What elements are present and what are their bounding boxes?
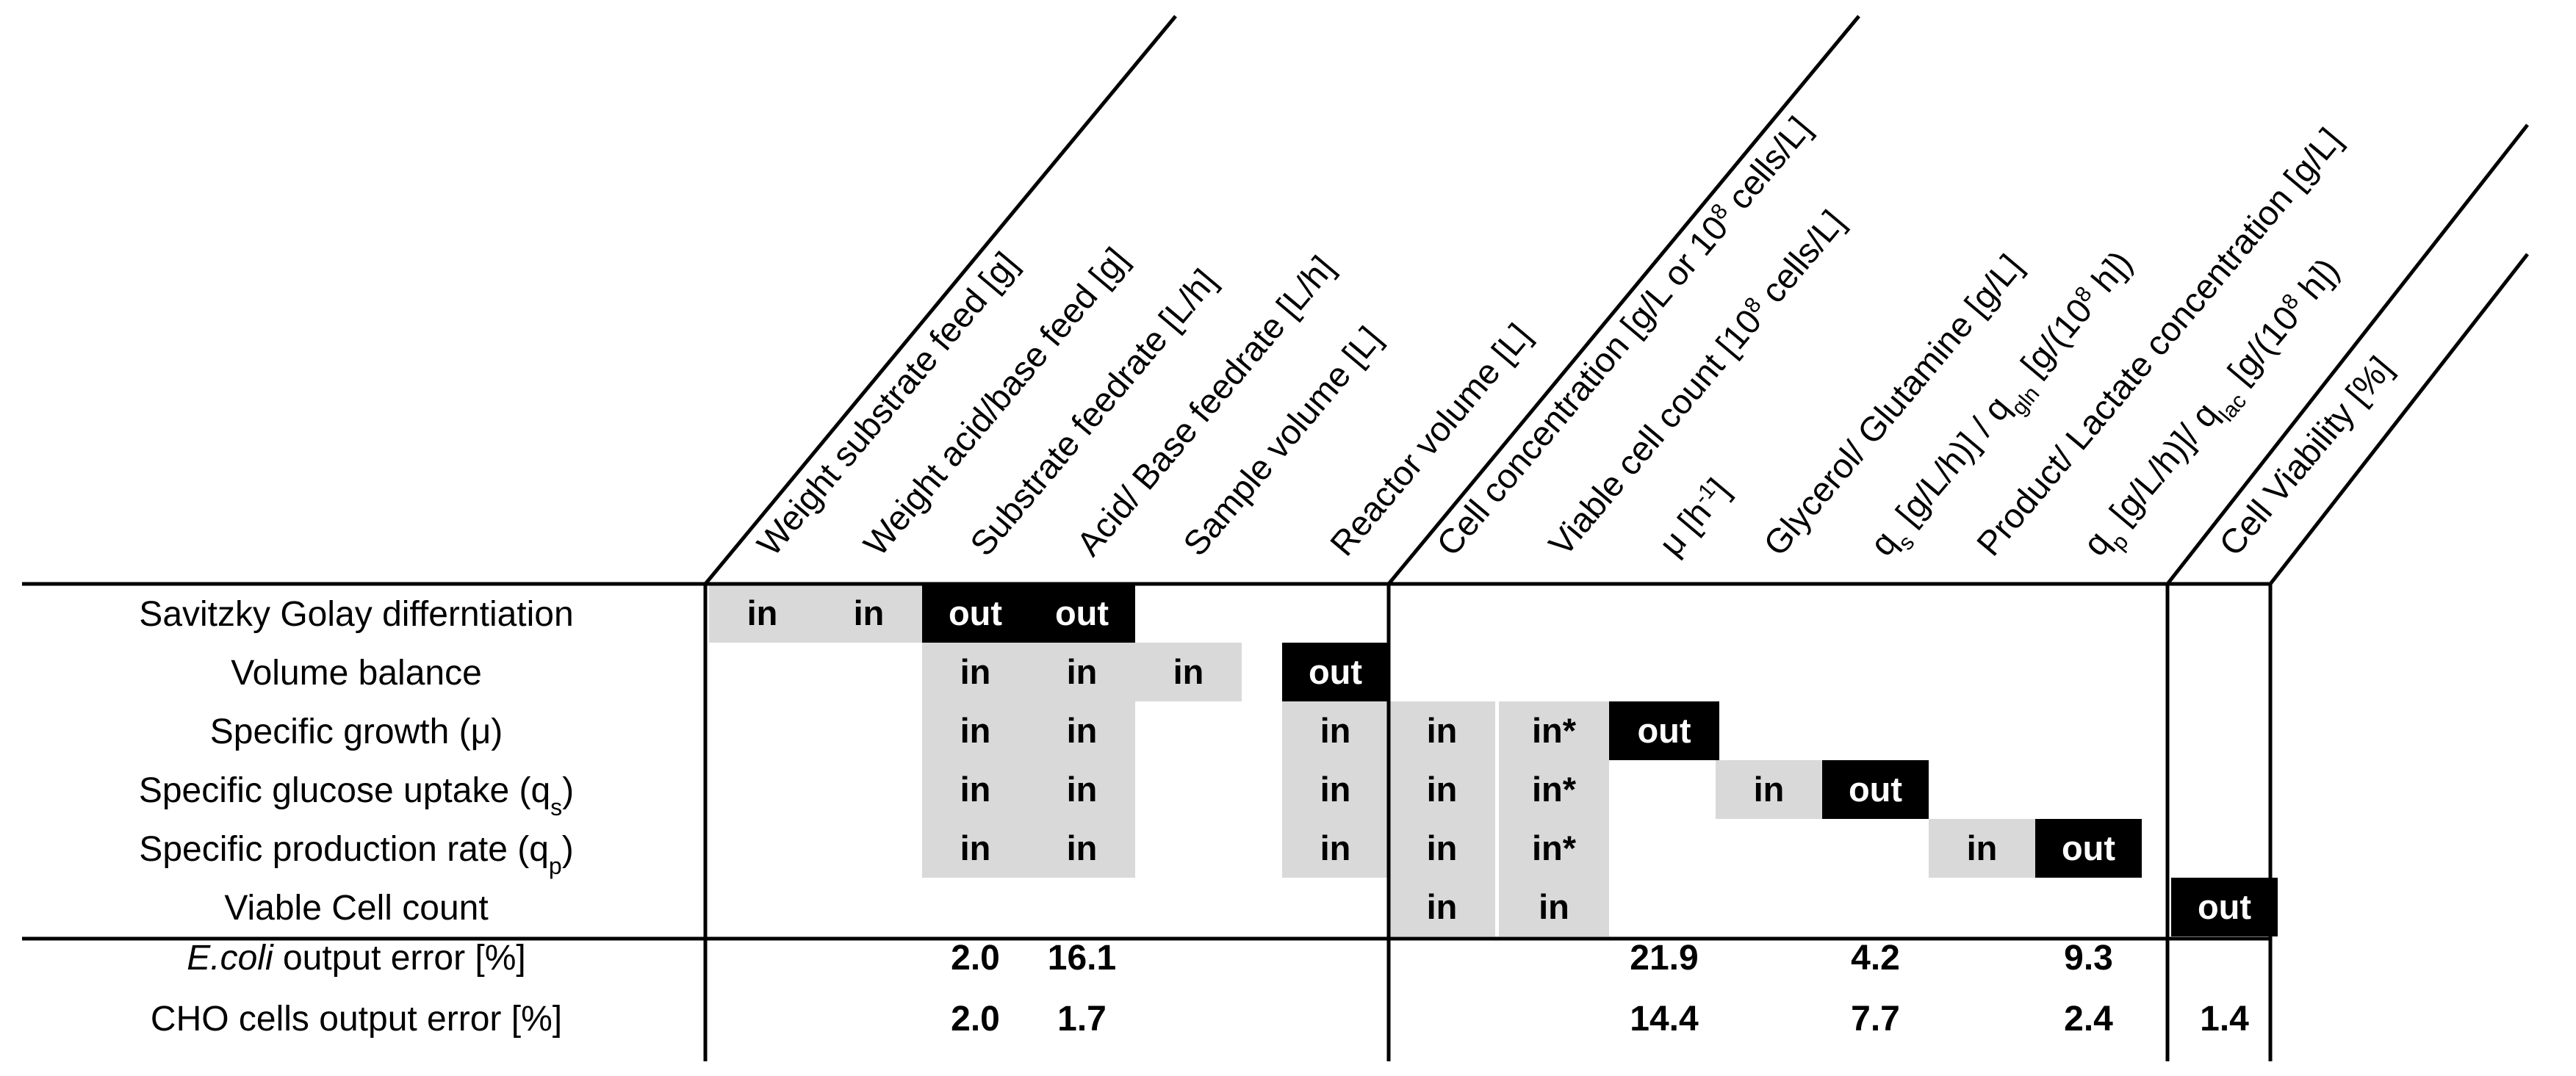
in-label: in [1067,828,1098,867]
out-label: out [1637,711,1691,750]
in-cell [922,819,1029,878]
in-label: in [854,593,885,632]
in-label: in [1427,770,1458,809]
error-rows: E.coli output error [%] 2.0 16.1 21.9 4.2 9.3… [151,939,2249,1039]
row-label: Specific glucose uptake (qs) [139,771,574,820]
row-label: Specific production rate (qp) [139,830,573,879]
out-label: out [1055,593,1109,632]
in-label: in [1067,652,1098,691]
out-cell [2035,819,2142,878]
in-cell [922,701,1029,760]
in-cell [1135,643,1242,701]
in-cell [816,584,922,643]
out-label: out [2062,828,2115,867]
in-label: in [1539,887,1569,926]
out-cell [1822,760,1929,819]
in-cell [1282,819,1389,878]
in-cell [922,643,1029,701]
in-cell [1389,819,1495,878]
in-label: in [1320,828,1351,867]
in-cell [1499,819,1609,878]
out-cell [1029,584,1135,643]
in-label: in [747,593,778,632]
diagonal-boundary-2 [1387,15,1860,585]
in-label: in [1427,711,1458,750]
in-cell [1929,819,2035,878]
in-cell [1499,701,1609,760]
diagonal-boundary-1 [704,15,1177,585]
error-value: 4.2 [1851,939,1900,978]
in-cell [1282,701,1389,760]
in-label: in [1173,652,1204,691]
in-cell [1499,760,1609,819]
in-cell [1716,760,1822,819]
row-label: Volume balance [231,654,482,693]
row-label: Specific growth (μ) [210,712,503,751]
diagonal-boundary-4 [2269,253,2529,585]
row-label: Viable Cell count [224,889,488,928]
in-label: in [1754,770,1785,809]
column-header: μ [h-1] [1651,471,1737,563]
out-label: out [1309,652,1362,691]
in-cell [1029,760,1135,819]
in-label: in* [1532,711,1577,750]
in-label: in [960,770,991,809]
grid-lines [22,15,2529,1061]
in-cell [1499,878,1609,936]
error-value: 1.4 [2200,1000,2249,1039]
error-value: 14.4 [1630,1000,1699,1039]
row-label: Savitzky Golay differntiation [139,595,573,634]
row-labels: Savitzky Golay differntiation Volume bala… [139,595,574,928]
in-cell [1029,819,1135,878]
error-value: 1.7 [1057,1000,1107,1039]
in-label: in* [1532,828,1577,867]
column-headers: Weight substrate feed [g]Weight acid/bas… [749,109,2400,563]
out-cell [2171,878,2278,936]
in-label: in [960,711,991,750]
out-cell [1609,701,1719,760]
out-cell [1282,643,1389,701]
in-label: in [1967,828,1998,867]
in-cell [1389,878,1495,936]
in-cell [1389,760,1495,819]
out-cell [922,584,1029,643]
error-value: 9.3 [2064,939,2113,978]
error-row-label: CHO cells output error [%] [151,1000,562,1039]
error-value: 7.7 [1851,1000,1900,1039]
cells-layer: in in out out in in in out in in in in in* out in in in i… [709,584,2278,936]
error-row-label: E.coli output error [%] [187,939,526,978]
in-label: in [1427,828,1458,867]
in-label: in* [1532,770,1577,809]
error-value: 2.0 [951,939,1000,978]
diagonal-boundary-3 [2166,123,2529,585]
out-label: out [949,593,1002,632]
error-value: 21.9 [1630,939,1698,978]
out-label: out [2198,887,2251,926]
in-cell [1282,760,1389,819]
in-cell [1029,701,1135,760]
error-value: 16.1 [1048,939,1116,978]
in-label: in [1427,887,1458,926]
in-label: in [960,652,991,691]
in-label: in [960,828,991,867]
error-value: 2.0 [951,1000,1000,1039]
in-cell [709,584,816,643]
in-cell [1389,701,1495,760]
in-cell [922,760,1029,819]
error-value: 2.4 [2064,1000,2113,1039]
in-label: in [1320,770,1351,809]
in-label: in [1320,711,1351,750]
out-label: out [1849,770,1902,809]
in-label: in [1067,711,1098,750]
in-cell [1029,643,1135,701]
in-label: in [1067,770,1098,809]
